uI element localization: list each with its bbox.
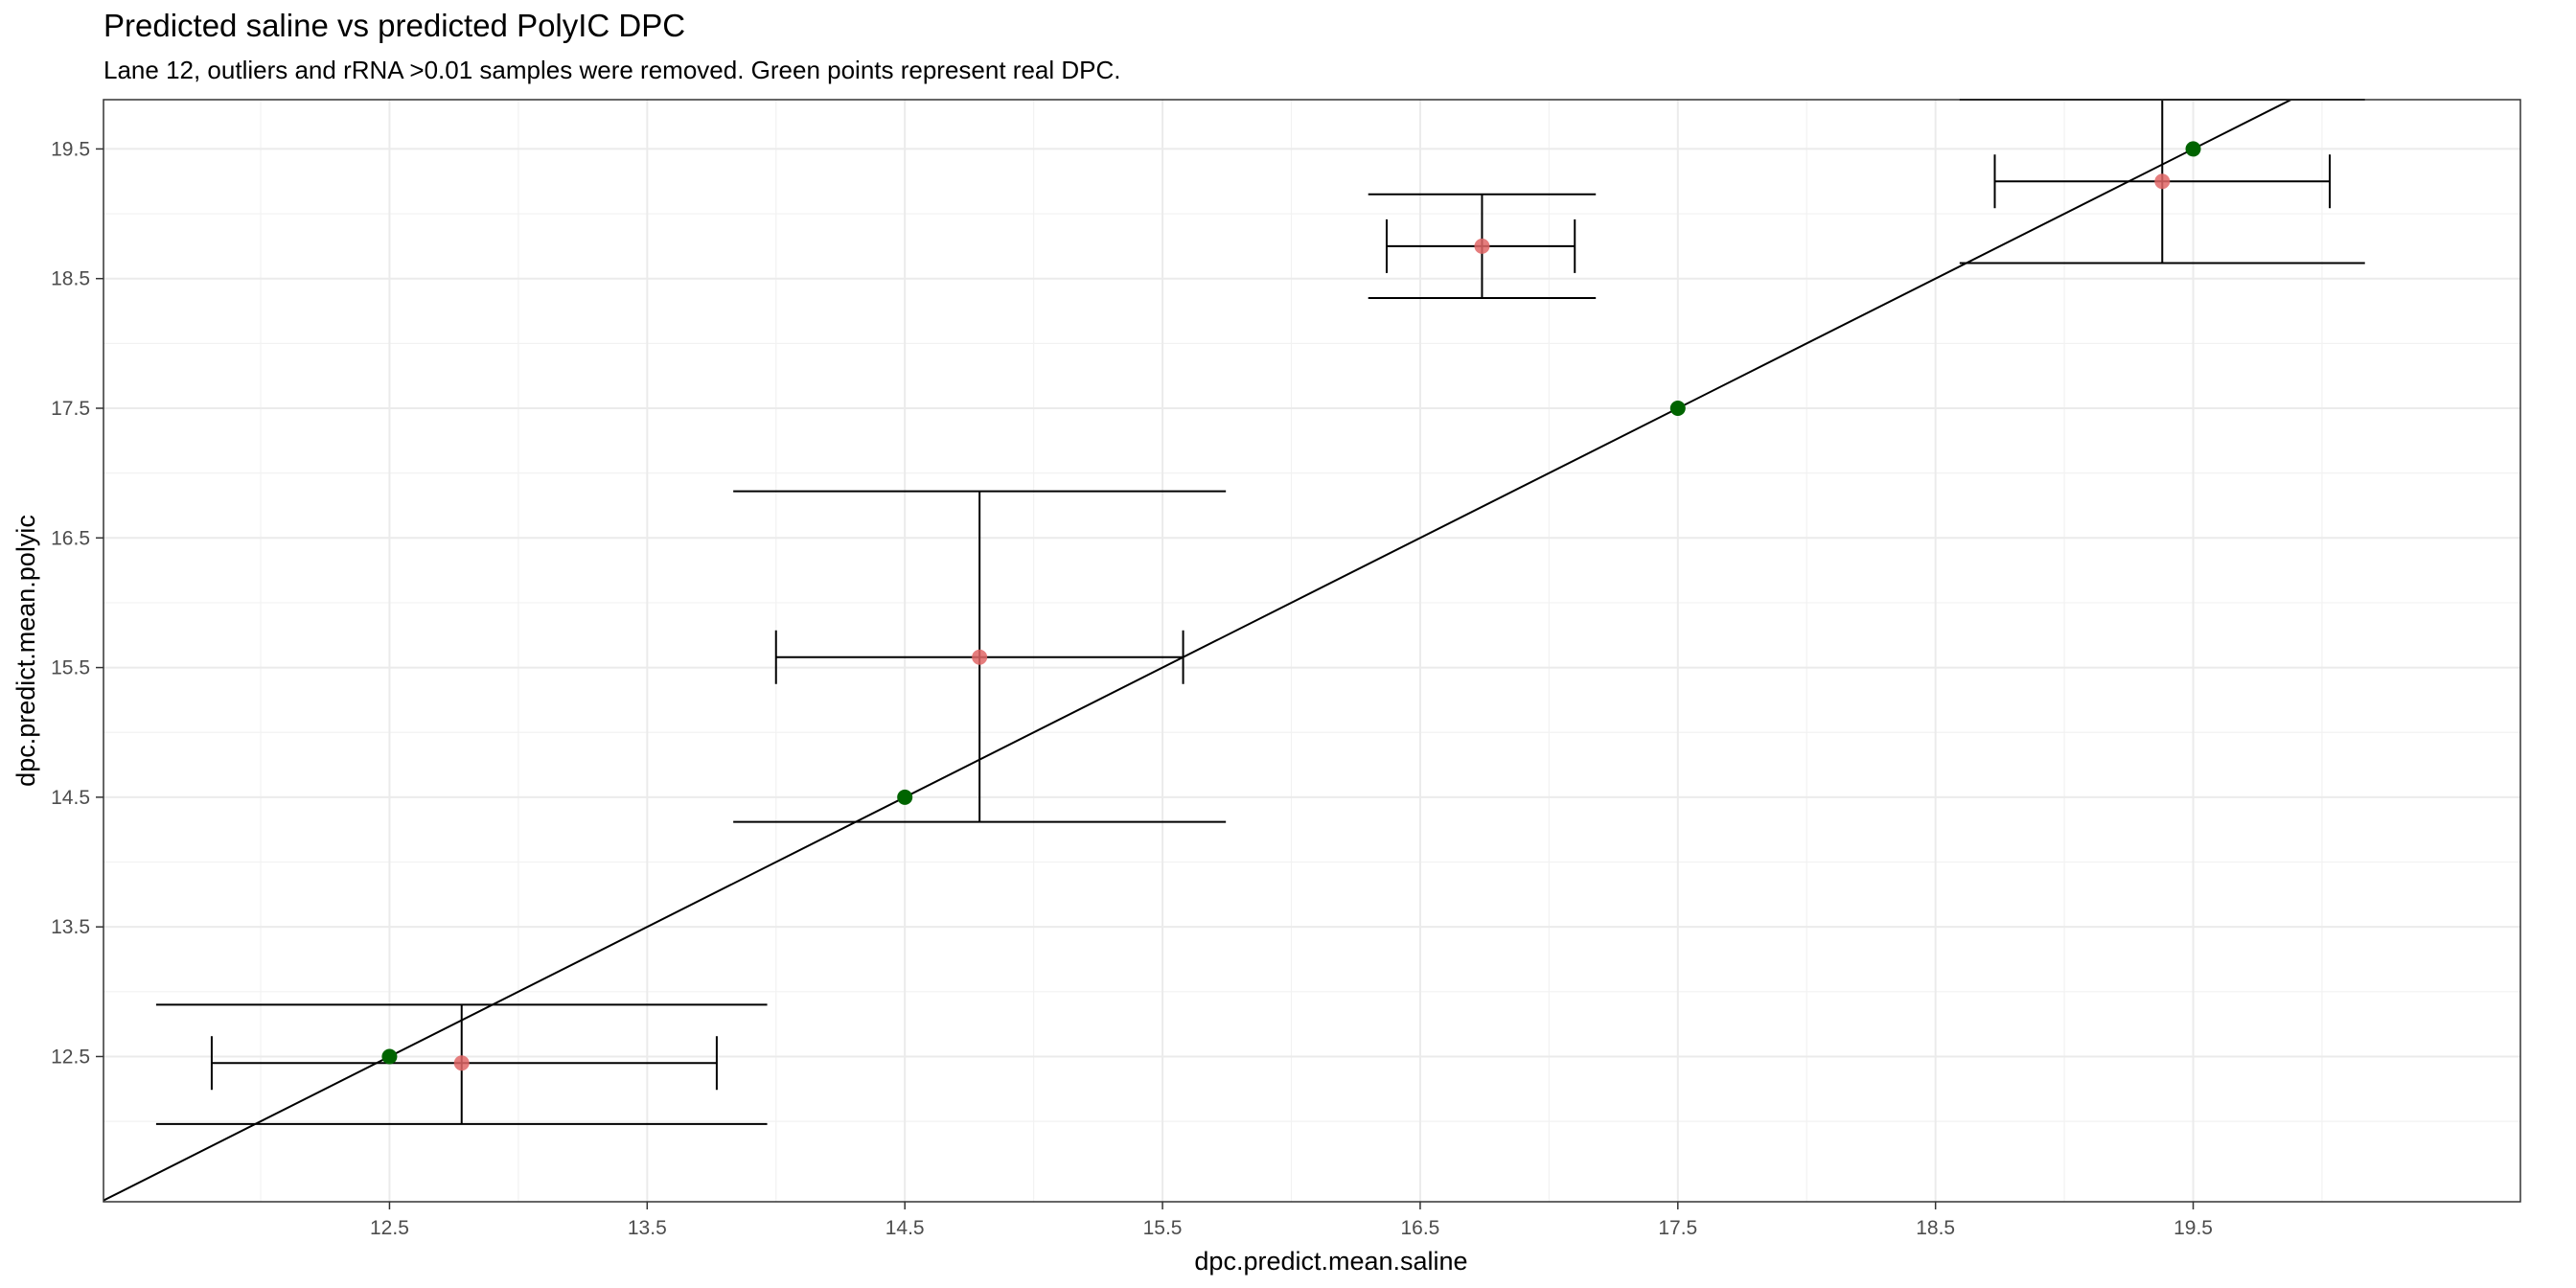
x-tick-label: 16.5: [1400, 1217, 1439, 1239]
x-tick-label: 19.5: [2174, 1217, 2213, 1239]
chart-subtitle: Lane 12, outliers and rRNA >0.01 samples…: [104, 56, 1121, 84]
real-dpc-point: [1669, 401, 1686, 416]
real-dpc-point: [897, 789, 913, 805]
y-tick-label: 14.5: [51, 787, 90, 809]
x-tick-label: 15.5: [1143, 1217, 1183, 1239]
y-axis-title: dpc.predict.mean.polyic: [12, 515, 40, 787]
y-tick-label: 12.5: [51, 1046, 90, 1068]
grid-lines: [104, 100, 2520, 1202]
y-tick-label: 13.5: [51, 916, 90, 938]
real-dpc-point: [381, 1048, 398, 1065]
y-tick-label: 18.5: [51, 268, 90, 290]
x-axis-title: dpc.predict.mean.saline: [1194, 1247, 1467, 1276]
x-tick-label: 17.5: [1658, 1217, 1697, 1239]
real-dpc-point: [2185, 141, 2201, 157]
y-tick-label: 19.5: [51, 138, 90, 160]
y-axis-ticks: 12.5 13.5 14.5 15.5 16.5 17.5 18.5 19.5: [51, 138, 104, 1068]
points-layer: [381, 141, 2201, 1071]
x-axis-ticks: 12.5 13.5 14.5 15.5 16.5 17.5 18.5 19.5: [370, 1202, 2213, 1239]
panel-border: [103, 99, 2521, 1203]
predicted-point: [1474, 238, 1490, 254]
predicted-point: [2154, 173, 2171, 190]
predicted-point: [972, 649, 988, 665]
y-tick-label: 16.5: [51, 527, 90, 549]
y-tick-label: 17.5: [51, 398, 90, 420]
predicted-point: [453, 1055, 470, 1071]
x-tick-label: 18.5: [1916, 1217, 1955, 1239]
error-bars-layer: [155, 99, 2365, 1125]
x-tick-label: 14.5: [886, 1217, 925, 1239]
x-tick-label: 13.5: [628, 1217, 667, 1239]
chart-title: Predicted saline vs predicted PolyIC DPC: [104, 8, 686, 43]
x-tick-label: 12.5: [370, 1217, 409, 1239]
y-tick-label: 15.5: [51, 657, 90, 679]
